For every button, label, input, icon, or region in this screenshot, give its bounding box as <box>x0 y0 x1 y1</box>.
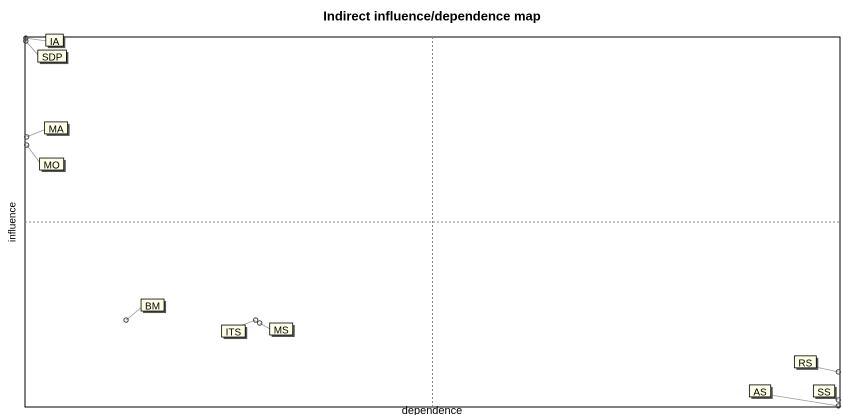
point <box>835 397 842 403</box>
point <box>835 403 842 409</box>
point-label: ITS <box>226 328 242 339</box>
point <box>23 38 29 44</box>
label-box <box>140 298 165 312</box>
label-box <box>793 355 817 369</box>
point-label: SDP <box>42 53 63 64</box>
chart-title: Indirect influence/dependence map <box>323 8 540 23</box>
x-axis-label: dependence <box>402 405 463 415</box>
point <box>252 317 259 323</box>
point <box>835 369 842 375</box>
point <box>123 317 129 323</box>
label-box <box>37 49 67 63</box>
leader-line <box>26 144 42 166</box>
point-label: MS <box>274 326 289 337</box>
point <box>23 35 29 41</box>
point <box>23 134 30 140</box>
label-box <box>748 384 772 398</box>
point-label: SS <box>817 388 831 399</box>
y-axis-label: influence <box>8 202 19 242</box>
point-label: RS <box>798 358 812 369</box>
point-label: IA <box>50 37 60 48</box>
label-box <box>45 33 64 47</box>
label-box <box>269 322 294 336</box>
leader-line <box>125 305 144 321</box>
point-label: AS <box>753 388 767 399</box>
label-box <box>44 121 69 135</box>
point <box>23 142 30 148</box>
label-box <box>221 324 246 338</box>
point <box>257 320 263 326</box>
point-label: MA <box>49 125 64 136</box>
label-box <box>39 157 65 171</box>
leader-line <box>26 128 47 138</box>
leader-line <box>25 37 48 42</box>
label-box <box>812 384 836 398</box>
point-label: MO <box>44 161 60 172</box>
point-label: BM <box>145 302 160 313</box>
